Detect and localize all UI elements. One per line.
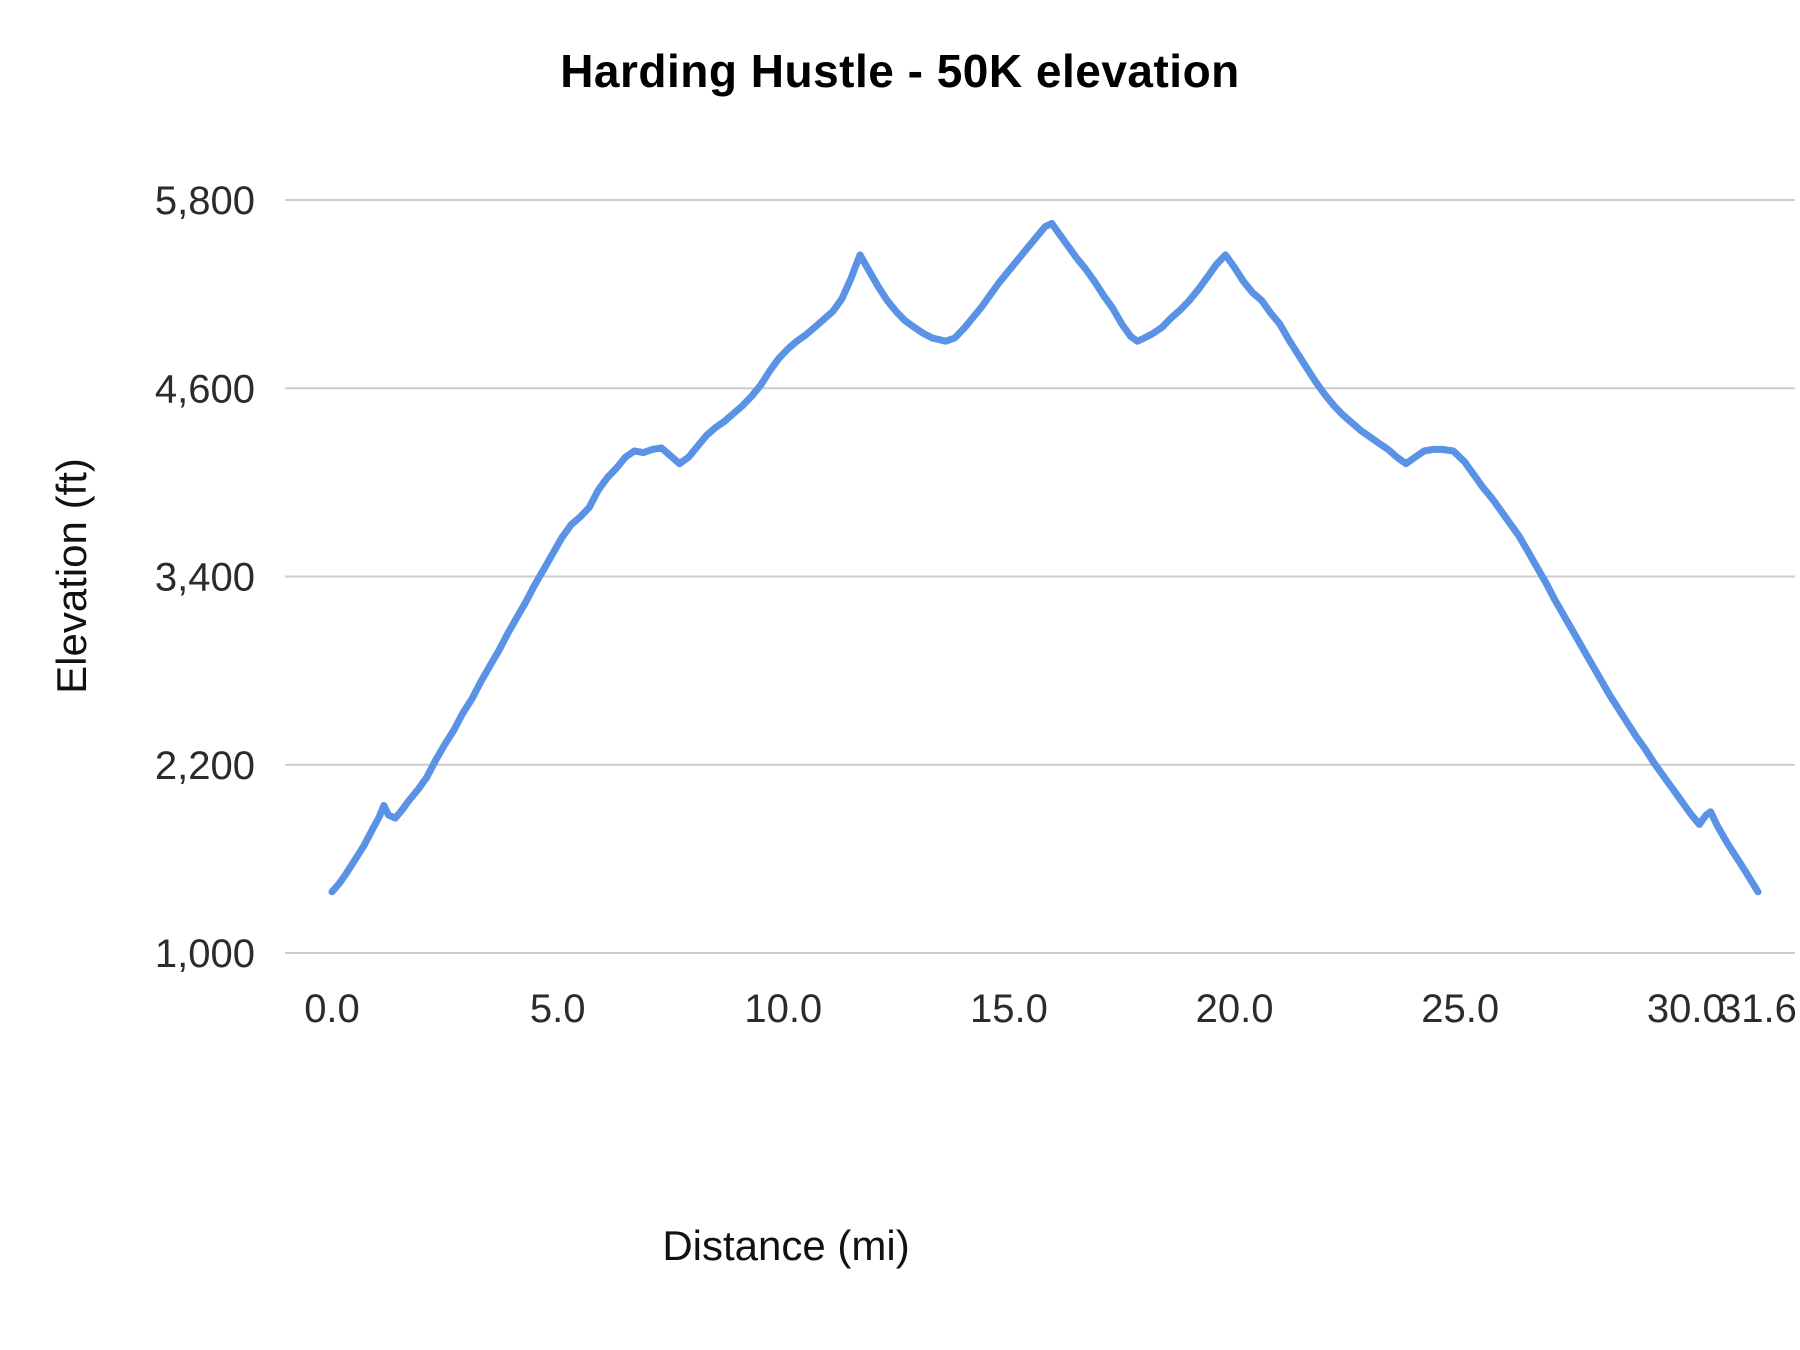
y-tick-label: 4,600 [155,367,255,411]
x-tick-label: 31.6 [1719,987,1797,1031]
x-axis-title: Distance (mi) [662,1222,910,1269]
y-tick-label: 2,200 [155,744,255,788]
x-tick-label: 25.0 [1421,987,1499,1031]
x-tick-label: 5.0 [530,987,586,1031]
y-tick-label: 1,000 [155,932,255,976]
x-tick-label: 30.0 [1647,987,1725,1031]
x-tick-label: 20.0 [1196,987,1274,1031]
elevation-line [328,220,1762,896]
x-tick-label: 0.0 [304,987,360,1031]
x-tick-label: 15.0 [970,987,1048,1031]
chart-title: Harding Hustle - 50K elevation [560,45,1240,97]
y-tick-label: 3,400 [155,556,255,600]
x-tick-label: 10.0 [744,987,822,1031]
y-tick-label: 5,800 [155,179,255,223]
